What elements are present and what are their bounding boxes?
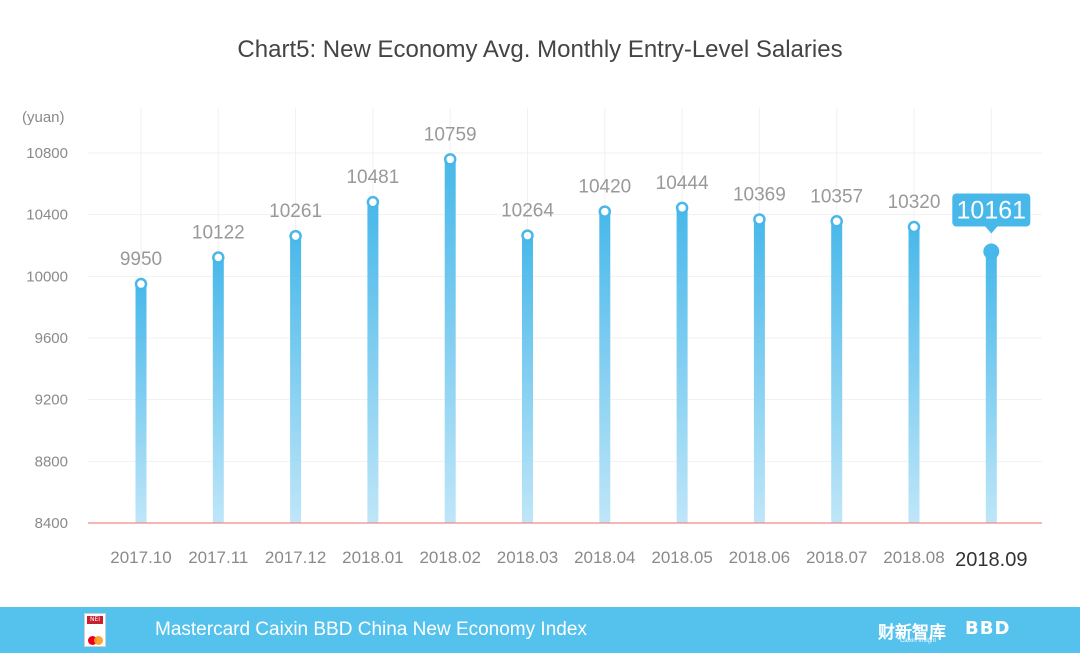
y-axis-unit-label: (yuan)	[22, 109, 65, 126]
bar	[212, 257, 224, 523]
bar	[908, 227, 920, 523]
bar	[676, 207, 688, 523]
highlight-callout	[952, 193, 1031, 227]
x-tick-label: 2018.03	[497, 548, 558, 567]
y-tick-label: 10400	[26, 207, 68, 224]
grid	[88, 108, 1042, 523]
data-label: 10264	[501, 201, 554, 222]
nei-logo-icon: NEI	[84, 613, 106, 647]
bar-marker-highlight	[983, 243, 1000, 260]
bbd-logo: BBD	[965, 618, 1011, 639]
x-tick-label: 2018.06	[729, 548, 790, 567]
bar-marker	[753, 213, 766, 226]
y-axis: 8400 8800 9200 9600 10000 10400 10800	[26, 145, 68, 532]
x-tick-label: 2017.11	[188, 548, 248, 567]
caixin-insight-logo-subtext: Caixin Insight	[900, 638, 937, 644]
bar-marker	[366, 195, 380, 209]
x-tick-label: 2018.02	[419, 548, 480, 567]
bar	[599, 211, 611, 524]
y-tick-label: 8400	[35, 515, 68, 532]
mastercard-circle-orange-icon	[94, 636, 103, 645]
y-tick-label: 9600	[35, 330, 68, 347]
y-tick-label: 10000	[26, 268, 68, 285]
bar-marker	[598, 205, 612, 218]
mastercard-circle-red-icon	[88, 636, 97, 645]
highlight-callout-pointer	[985, 226, 998, 234]
data-label: 10759	[424, 124, 477, 145]
nei-logo-text: NEI	[87, 616, 103, 624]
bar-marker	[134, 277, 148, 291]
x-tick-label: 2018.08	[883, 548, 944, 567]
data-label: 9950	[120, 249, 162, 270]
data-label: 10481	[346, 167, 399, 188]
y-tick-label: 8800	[35, 453, 68, 470]
x-tick-label: 2018.01	[342, 548, 403, 567]
footer-title: Mastercard Caixin BBD China New Economy …	[155, 619, 587, 640]
bar-marker	[830, 215, 843, 228]
data-label-highlight: 10161	[957, 197, 1027, 225]
bar-marker	[907, 220, 921, 234]
bar	[985, 251, 997, 523]
data-label: 10444	[656, 173, 709, 194]
x-tick-label: 2017.12	[265, 548, 326, 567]
chart-title: Chart5: New Economy Avg. Monthly Entry-L…	[237, 36, 842, 63]
bar-marker	[289, 229, 302, 243]
y-tick-label: 10800	[26, 145, 68, 162]
x-tick-label: 2017.10	[110, 548, 171, 567]
data-label: 10357	[810, 186, 863, 207]
caixin-insight-logo: 财新智库	[878, 623, 946, 643]
x-tick-label: 2018.05	[651, 548, 712, 567]
x-tick-label-highlight: 2018.09	[955, 549, 1027, 571]
footer-bar: NEI Mastercard Caixin BBD China New Econ…	[0, 607, 1080, 653]
data-label: 10420	[578, 177, 631, 198]
bar-marker	[212, 251, 225, 264]
bar	[753, 219, 765, 523]
data-label: 10122	[192, 223, 245, 244]
bar	[367, 202, 379, 523]
bar	[290, 236, 302, 524]
x-tick-label: 2018.04	[574, 548, 635, 567]
x-tick-label: 2018.07	[806, 548, 867, 567]
chart: Chart5: New Economy Avg. Monthly Entry-L…	[22, 36, 1042, 571]
data-label: 10320	[888, 192, 941, 213]
bar-marker	[521, 229, 534, 242]
bar	[831, 221, 843, 523]
bar	[522, 235, 533, 523]
bar	[444, 159, 456, 523]
data-label: 10369	[733, 184, 786, 205]
x-axis: 2017.10 2017.11 2017.12 2018.01 2018.02 2018.…	[110, 548, 1027, 571]
bar-marker	[675, 201, 689, 215]
y-tick-label: 9200	[35, 392, 68, 409]
bars: 9950 10122 10261 10481 10759 10264 10420 10444 1…	[120, 124, 1031, 524]
data-label: 10261	[269, 201, 322, 222]
bar-marker	[443, 153, 457, 166]
bar	[135, 284, 147, 523]
